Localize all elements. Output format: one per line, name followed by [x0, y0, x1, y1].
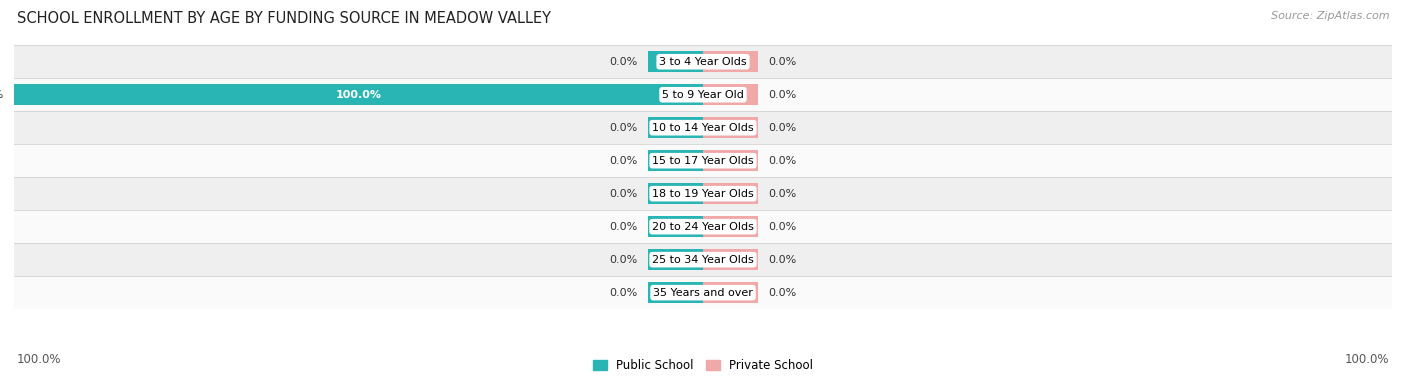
Text: 0.0%: 0.0% [769, 254, 797, 265]
Bar [14, 210, 1392, 243]
Bar [703, 183, 758, 204]
Text: 0.0%: 0.0% [769, 288, 797, 298]
Bar [14, 276, 1392, 309]
Bar [648, 117, 703, 138]
Text: 35 Years and over: 35 Years and over [652, 288, 754, 298]
Text: 0.0%: 0.0% [609, 57, 637, 67]
Bar [14, 45, 1392, 78]
Bar [703, 216, 758, 238]
Bar [703, 51, 758, 72]
Text: 0.0%: 0.0% [609, 254, 637, 265]
Text: 0.0%: 0.0% [769, 188, 797, 199]
Bar [14, 84, 703, 106]
Text: 18 to 19 Year Olds: 18 to 19 Year Olds [652, 188, 754, 199]
Text: 0.0%: 0.0% [609, 188, 637, 199]
Text: 0.0%: 0.0% [769, 90, 797, 100]
Text: 0.0%: 0.0% [769, 156, 797, 166]
Text: 0.0%: 0.0% [609, 288, 637, 298]
Text: 100.0%: 100.0% [17, 353, 62, 366]
Text: 0.0%: 0.0% [609, 222, 637, 232]
Bar [648, 216, 703, 238]
Text: 15 to 17 Year Olds: 15 to 17 Year Olds [652, 156, 754, 166]
Text: 0.0%: 0.0% [769, 123, 797, 133]
Text: 5 to 9 Year Old: 5 to 9 Year Old [662, 90, 744, 100]
Bar [703, 249, 758, 270]
Legend: Public School, Private School: Public School, Private School [588, 355, 818, 377]
Bar [648, 150, 703, 172]
Text: 100.0%: 100.0% [336, 90, 381, 100]
Bar [14, 111, 1392, 144]
Text: 25 to 34 Year Olds: 25 to 34 Year Olds [652, 254, 754, 265]
Text: 20 to 24 Year Olds: 20 to 24 Year Olds [652, 222, 754, 232]
Text: 0.0%: 0.0% [769, 222, 797, 232]
Bar [648, 282, 703, 303]
Bar [648, 249, 703, 270]
Bar [703, 84, 758, 106]
Text: 0.0%: 0.0% [609, 123, 637, 133]
Bar [703, 150, 758, 172]
Text: 0.0%: 0.0% [609, 156, 637, 166]
Text: 3 to 4 Year Olds: 3 to 4 Year Olds [659, 57, 747, 67]
Bar [14, 78, 1392, 111]
Bar [648, 183, 703, 204]
Bar [703, 282, 758, 303]
Text: 100.0%: 100.0% [1344, 353, 1389, 366]
Text: SCHOOL ENROLLMENT BY AGE BY FUNDING SOURCE IN MEADOW VALLEY: SCHOOL ENROLLMENT BY AGE BY FUNDING SOUR… [17, 11, 551, 26]
Text: Source: ZipAtlas.com: Source: ZipAtlas.com [1271, 11, 1389, 21]
Bar [648, 51, 703, 72]
Bar [14, 243, 1392, 276]
Bar [14, 144, 1392, 177]
Bar [703, 117, 758, 138]
Text: 10 to 14 Year Olds: 10 to 14 Year Olds [652, 123, 754, 133]
Text: 0.0%: 0.0% [769, 57, 797, 67]
Text: 100.0%: 100.0% [0, 90, 4, 100]
Bar [14, 177, 1392, 210]
